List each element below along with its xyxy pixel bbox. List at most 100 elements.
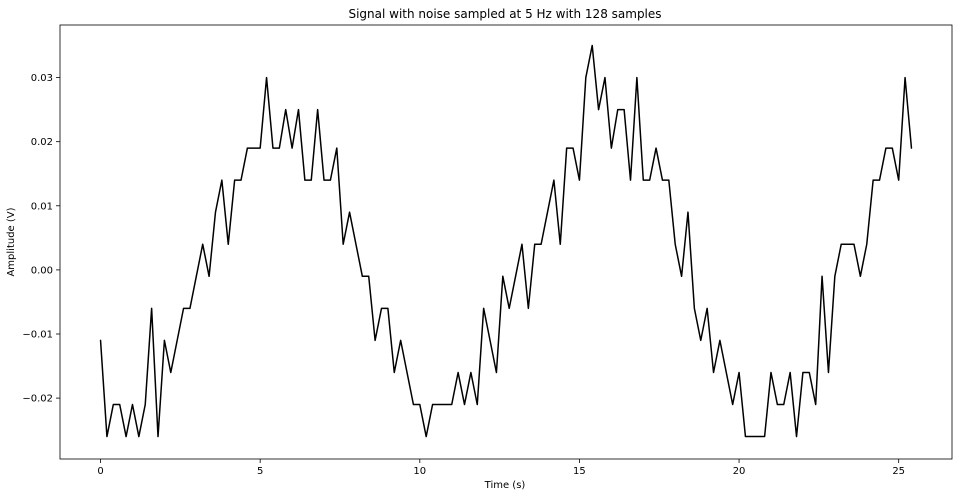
- data-point: [393, 371, 396, 374]
- data-point: [623, 108, 626, 111]
- data-point: [546, 211, 549, 214]
- data-point: [342, 243, 345, 246]
- data-point: [233, 179, 236, 182]
- data-point: [763, 435, 766, 438]
- data-point: [750, 435, 753, 438]
- data-point: [316, 108, 319, 111]
- data-point: [278, 147, 281, 150]
- data-point: [476, 403, 479, 406]
- data-point: [444, 403, 447, 406]
- data-point: [757, 435, 760, 438]
- data-point: [252, 147, 255, 150]
- data-point: [118, 403, 121, 406]
- data-point: [597, 108, 600, 111]
- data-point: [846, 243, 849, 246]
- data-point: [508, 307, 511, 310]
- data-point: [291, 147, 294, 150]
- data-point: [648, 179, 651, 182]
- data-point: [399, 339, 402, 342]
- chart-title: Signal with noise sampled at 5 Hz with 1…: [348, 7, 661, 21]
- data-point: [840, 243, 843, 246]
- data-point: [227, 243, 230, 246]
- x-tick-label: 20: [733, 466, 746, 477]
- data-point: [744, 435, 747, 438]
- series-line: [99, 44, 913, 438]
- y-tick-label: 0.00: [31, 265, 53, 276]
- data-point: [125, 435, 128, 438]
- data-point: [412, 403, 415, 406]
- data-point: [642, 179, 645, 182]
- data-point: [718, 339, 721, 342]
- data-point: [827, 371, 830, 374]
- data-point: [667, 179, 670, 182]
- data-point: [463, 403, 466, 406]
- y-tick-label: −0.02: [22, 394, 53, 405]
- data-point: [629, 179, 632, 182]
- data-point: [706, 307, 709, 310]
- data-point: [603, 76, 606, 79]
- data-point: [833, 275, 836, 278]
- data-point: [195, 275, 198, 278]
- data-point: [144, 403, 147, 406]
- data-point: [437, 403, 440, 406]
- data-point: [789, 371, 792, 374]
- data-point: [897, 179, 900, 182]
- data-point: [418, 403, 421, 406]
- data-point: [374, 339, 377, 342]
- data-point: [457, 371, 460, 374]
- data-point: [565, 147, 568, 150]
- data-point: [335, 147, 338, 150]
- data-point: [872, 179, 875, 182]
- data-point: [514, 275, 517, 278]
- data-point: [680, 275, 683, 278]
- data-point: [354, 243, 357, 246]
- data-point: [661, 179, 664, 182]
- data-point: [246, 147, 249, 150]
- data-point: [910, 147, 913, 150]
- data-point: [852, 243, 855, 246]
- data-point: [725, 371, 728, 374]
- data-point: [610, 147, 613, 150]
- data-point: [795, 435, 798, 438]
- data-point: [495, 371, 498, 374]
- data-point: [578, 179, 581, 182]
- data-point: [712, 371, 715, 374]
- data-point: [271, 147, 274, 150]
- data-point: [584, 76, 587, 79]
- data-point: [616, 108, 619, 111]
- data-point: [201, 243, 204, 246]
- data-point: [635, 76, 638, 79]
- data-point: [157, 435, 160, 438]
- data-point: [655, 147, 658, 150]
- data-point: [674, 243, 677, 246]
- data-point: [297, 108, 300, 111]
- data-point: [188, 307, 191, 310]
- data-point: [527, 307, 530, 310]
- x-axis: 0 5 10 15 20 25: [97, 459, 905, 477]
- data-point: [367, 275, 370, 278]
- data-point: [533, 243, 536, 246]
- data-point: [220, 179, 223, 182]
- data-point: [520, 243, 523, 246]
- data-point: [821, 275, 824, 278]
- data-point: [469, 371, 472, 374]
- data-point: [406, 371, 409, 374]
- x-tick-label: 0: [97, 466, 103, 477]
- plot-area: [59, 24, 953, 460]
- x-tick-label: 10: [413, 466, 426, 477]
- data-point: [782, 403, 785, 406]
- data-point: [559, 243, 562, 246]
- y-tick-label: 0.02: [31, 137, 53, 148]
- data-point: [814, 403, 817, 406]
- data-point: [878, 179, 881, 182]
- data-point: [176, 339, 179, 342]
- data-point: [150, 307, 153, 310]
- data-point: [686, 211, 689, 214]
- data-point: [431, 403, 434, 406]
- data-point: [182, 307, 185, 310]
- data-point: [284, 108, 287, 111]
- data-point: [137, 435, 140, 438]
- data-point: [572, 147, 575, 150]
- data-point: [859, 275, 862, 278]
